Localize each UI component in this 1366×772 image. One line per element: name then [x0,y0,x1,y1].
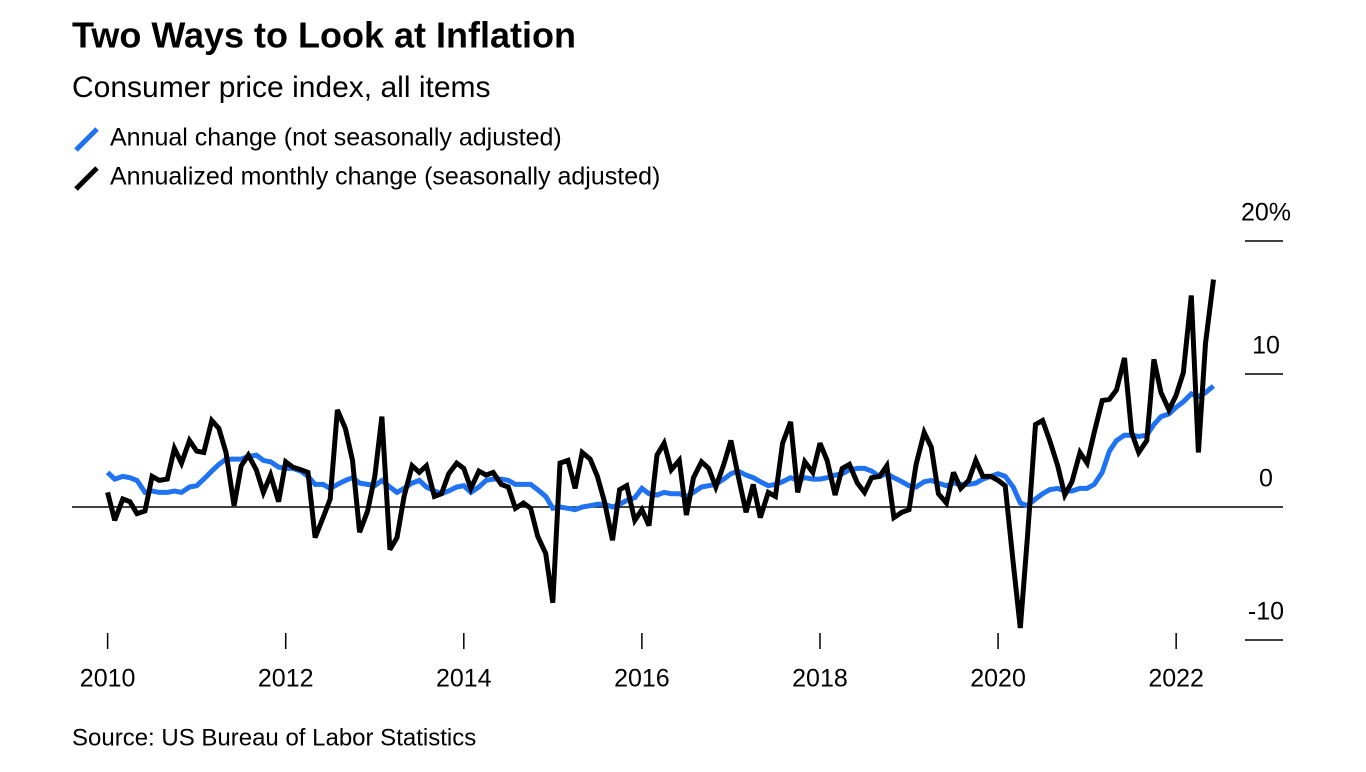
legend-label: Annualized monthly change (seasonally ad… [110,163,660,191]
y-tick-label: 20% [1241,199,1291,227]
series-line [105,279,1216,629]
legend-label: Annual change (not seasonally adjusted) [110,124,562,152]
y-tick-label: -10 [1248,598,1284,626]
x-tick-label: 2016 [614,665,670,693]
x-tick-label: 2020 [970,665,1026,693]
x-tick-label: 2014 [436,665,492,693]
source: Source: US Bureau of Labor Statistics [72,724,476,751]
chart-title: Two Ways to Look at Inflation [72,15,576,56]
x-tick-label: 2010 [80,665,136,693]
chart-subtitle: Consumer price index, all items [72,71,491,104]
legend-swatch [74,127,99,152]
legend-swatch [74,166,99,191]
y-tick-label: 0 [1259,465,1273,493]
x-tick-label: 2022 [1148,665,1204,693]
y-tick-label: 10 [1252,332,1280,360]
x-tick-label: 2012 [258,665,314,693]
x-tick-label: 2018 [792,665,848,693]
